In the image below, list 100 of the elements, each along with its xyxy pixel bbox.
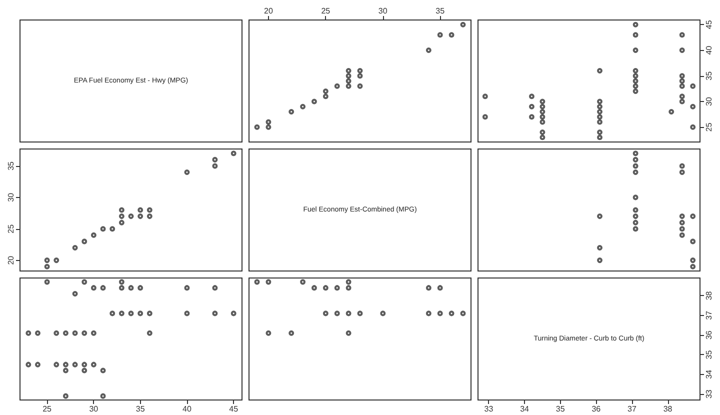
y-tick-label: 37 [704,310,714,320]
point [54,362,60,368]
y-tick-label: 30 [704,96,714,106]
point [540,134,546,140]
point [528,104,534,110]
point [146,214,152,220]
x-tick-label: 45 [229,404,239,414]
point [632,83,638,89]
point [346,73,352,79]
point [632,207,638,213]
point [322,310,328,316]
point [72,330,78,336]
point [679,214,685,220]
point [437,285,443,291]
point [184,285,190,291]
x-tick-label: 25 [321,6,331,16]
point [90,330,96,336]
point [632,163,638,169]
point [632,32,638,38]
point [357,310,363,316]
point [34,330,40,336]
point [212,285,218,291]
point [300,104,306,110]
point [632,78,638,84]
point [212,156,218,162]
point [322,88,328,94]
point [632,47,638,53]
y-tick-label: 36 [704,330,714,340]
point [632,170,638,176]
point [632,68,638,74]
point [118,220,124,226]
x-tick-label: 37 [628,404,637,414]
point [311,285,317,291]
point [128,285,134,291]
point [346,78,352,84]
point [146,207,152,213]
point [380,310,386,316]
x-tick-label: 30 [89,404,99,414]
point [82,368,88,374]
point [690,104,696,110]
point [138,214,144,220]
y-tick-label: 30 [6,192,16,202]
point [118,310,124,316]
point [62,393,68,399]
point [82,238,88,244]
point [632,214,638,220]
point [596,98,602,104]
point [426,310,432,316]
point [212,310,218,316]
point [632,73,638,79]
point [346,68,352,74]
point [322,94,328,100]
point [679,32,685,38]
point [334,310,340,316]
point [596,104,602,110]
y-tick-label: 45 [704,20,714,30]
point [212,163,218,169]
point [72,290,78,296]
point [34,362,40,368]
y-tick-label: 33 [704,389,714,399]
x-tick-label: 25 [42,404,52,414]
point [184,310,190,316]
point [110,226,116,232]
point [632,156,638,162]
point [357,83,363,89]
point [128,310,134,316]
point [679,163,685,169]
point [690,83,696,89]
point [690,258,696,264]
point [632,22,638,28]
point [596,134,602,140]
point [82,330,88,336]
point [288,330,294,336]
point [346,83,352,89]
point [322,285,328,291]
point [596,114,602,120]
x-tick-label: 40 [182,404,192,414]
point [128,214,134,220]
x-tick-label: 35 [556,404,566,414]
point [230,310,236,316]
point [482,114,488,120]
point [632,226,638,232]
point [266,124,272,130]
point [230,150,236,156]
y-tick-label: 40 [704,45,714,55]
point [90,232,96,238]
point [679,47,685,53]
point [118,207,124,213]
point [448,310,454,316]
point [100,226,106,232]
point [540,114,546,120]
point [266,279,272,285]
point [118,279,124,285]
point [482,94,488,100]
point [26,362,32,368]
point [138,207,144,213]
point [100,285,106,291]
y-tick-label: 35 [704,350,714,360]
point [44,279,50,285]
point [528,94,534,100]
